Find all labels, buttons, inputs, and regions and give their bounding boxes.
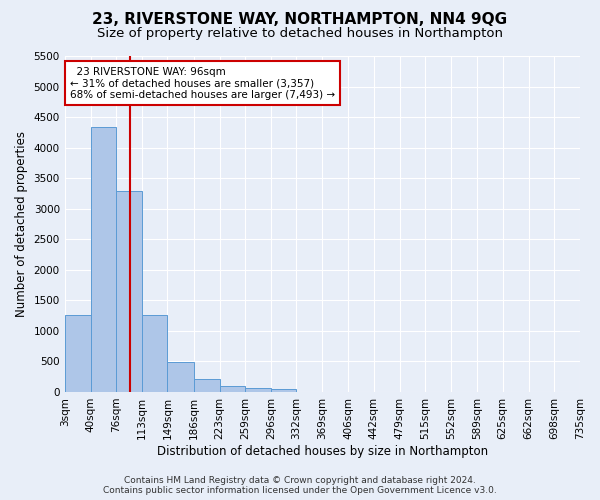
Text: 23, RIVERSTONE WAY, NORTHAMPTON, NN4 9QG: 23, RIVERSTONE WAY, NORTHAMPTON, NN4 9QG <box>92 12 508 28</box>
Bar <box>245 388 271 392</box>
Text: 23 RIVERSTONE WAY: 96sqm
← 31% of detached houses are smaller (3,357)
68% of sem: 23 RIVERSTONE WAY: 96sqm ← 31% of detach… <box>70 66 335 100</box>
Bar <box>271 388 296 392</box>
Bar <box>142 315 167 392</box>
Bar <box>193 378 220 392</box>
Bar <box>91 126 116 392</box>
Bar <box>116 190 142 392</box>
Bar <box>220 386 245 392</box>
Text: Contains HM Land Registry data © Crown copyright and database right 2024.
Contai: Contains HM Land Registry data © Crown c… <box>103 476 497 495</box>
Text: Size of property relative to detached houses in Northampton: Size of property relative to detached ho… <box>97 28 503 40</box>
Y-axis label: Number of detached properties: Number of detached properties <box>15 131 28 317</box>
Bar <box>65 315 91 392</box>
X-axis label: Distribution of detached houses by size in Northampton: Distribution of detached houses by size … <box>157 444 488 458</box>
Bar <box>167 362 194 392</box>
